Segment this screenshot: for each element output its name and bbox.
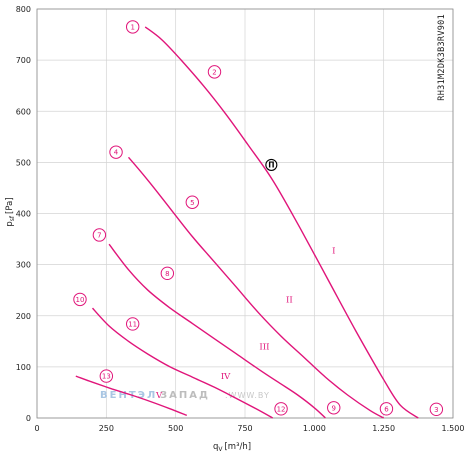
watermark-part2: ЗАПАД	[160, 390, 210, 401]
x-tick-label: 500	[168, 424, 183, 433]
marker-label: 13	[102, 373, 111, 381]
watermark-part3: .WWW.BY	[225, 391, 270, 400]
x-tick-label: 1.500	[442, 424, 465, 433]
marker-circle	[327, 401, 341, 415]
series-line-III	[108, 243, 326, 419]
marker-label: 6	[384, 405, 389, 413]
marker-circle	[160, 266, 175, 281]
marker-circle	[185, 195, 200, 209]
y-tick-label: 0	[26, 414, 31, 423]
watermark: ВЕНТЭЛ ЗАПАД .WWW.BY	[100, 390, 270, 401]
marker-label: 4	[114, 149, 119, 157]
marker-12: 12	[274, 402, 288, 416]
marker-circle	[379, 402, 394, 416]
grid-lines	[36, 8, 454, 419]
watermark-part1: ВЕНТЭЛ	[100, 390, 157, 401]
marker-label: 9	[332, 404, 336, 412]
marker-circle	[125, 20, 140, 34]
model-label: RH31M2DK3B3RV901	[437, 14, 447, 101]
marker-10: 10	[73, 292, 87, 307]
marker-label: 7	[97, 231, 101, 239]
curve-label-IV: IV	[221, 372, 231, 382]
y-tick-label: 600	[16, 107, 31, 116]
x-tick-label: 0	[34, 424, 39, 433]
marker-circle	[274, 402, 288, 416]
x-tick-label: 250	[99, 424, 114, 433]
marker-circle	[429, 402, 444, 417]
marker-5: 5	[185, 195, 200, 209]
plot-frame	[36, 8, 454, 419]
y-tick-label: 300	[16, 261, 31, 270]
y-tick-label: 200	[16, 312, 31, 321]
marker-3: 3	[429, 402, 444, 417]
marker-circle	[125, 317, 140, 331]
curve-label-V: V	[155, 391, 163, 401]
marker-11: 11	[125, 317, 140, 331]
marker-2: 2	[207, 65, 222, 79]
marker-label: 11	[128, 320, 137, 328]
y-tick-label: 700	[16, 56, 31, 65]
op-point-label: Π	[268, 161, 274, 170]
x-axis-label: qV [m³/h]	[213, 442, 251, 453]
series-line-II	[127, 156, 385, 419]
marker-label: 8	[165, 270, 169, 278]
marker-circle	[92, 228, 107, 242]
marker-4: 4	[109, 145, 123, 159]
y-tick-label: 100	[16, 363, 31, 372]
series-curves	[75, 26, 419, 419]
marker-1: 1	[125, 20, 140, 34]
x-tick-label: 1.250	[372, 424, 395, 433]
x-tick-label: 750	[237, 424, 252, 433]
curve-label-III: III	[259, 342, 269, 352]
marker-label: 3	[434, 406, 438, 414]
marker-circle	[109, 145, 123, 159]
marker-circle	[207, 65, 222, 79]
marker-label: 5	[190, 199, 194, 207]
y-tick-labels: 0 100 200 300 400 500 600 700 800	[16, 5, 31, 423]
marker-label: 2	[212, 68, 216, 76]
marker-circle	[73, 292, 87, 307]
marker-8: 8	[160, 266, 175, 281]
series-line-I	[144, 26, 419, 419]
x-tick-labels: 0 250 500 750 1.000 1.250 1.500	[34, 424, 464, 433]
marker-6: 6	[379, 402, 394, 416]
marker-13: 13	[99, 369, 114, 383]
x-tick-label: 1.000	[303, 424, 326, 433]
series-line-V	[75, 375, 188, 417]
marker-9: 9	[327, 401, 341, 415]
op-point-circle	[265, 158, 278, 171]
axes-frame	[36, 8, 454, 419]
marker-7: 7	[92, 228, 107, 242]
y-tick-label: 800	[16, 5, 31, 14]
y-axis-label: psf[Pa]	[5, 197, 16, 226]
series-line-IV	[91, 307, 274, 419]
marker-label: 1	[130, 23, 134, 31]
marker-label: 10	[76, 296, 85, 304]
y-tick-label: 500	[16, 158, 31, 167]
operating-point: Π	[265, 158, 278, 171]
marker-label: 12	[277, 405, 286, 413]
y-tick-label: 400	[16, 210, 31, 219]
curve-label-I: I	[332, 246, 335, 256]
curve-label-II: II	[286, 295, 293, 305]
marker-circle	[99, 369, 114, 383]
